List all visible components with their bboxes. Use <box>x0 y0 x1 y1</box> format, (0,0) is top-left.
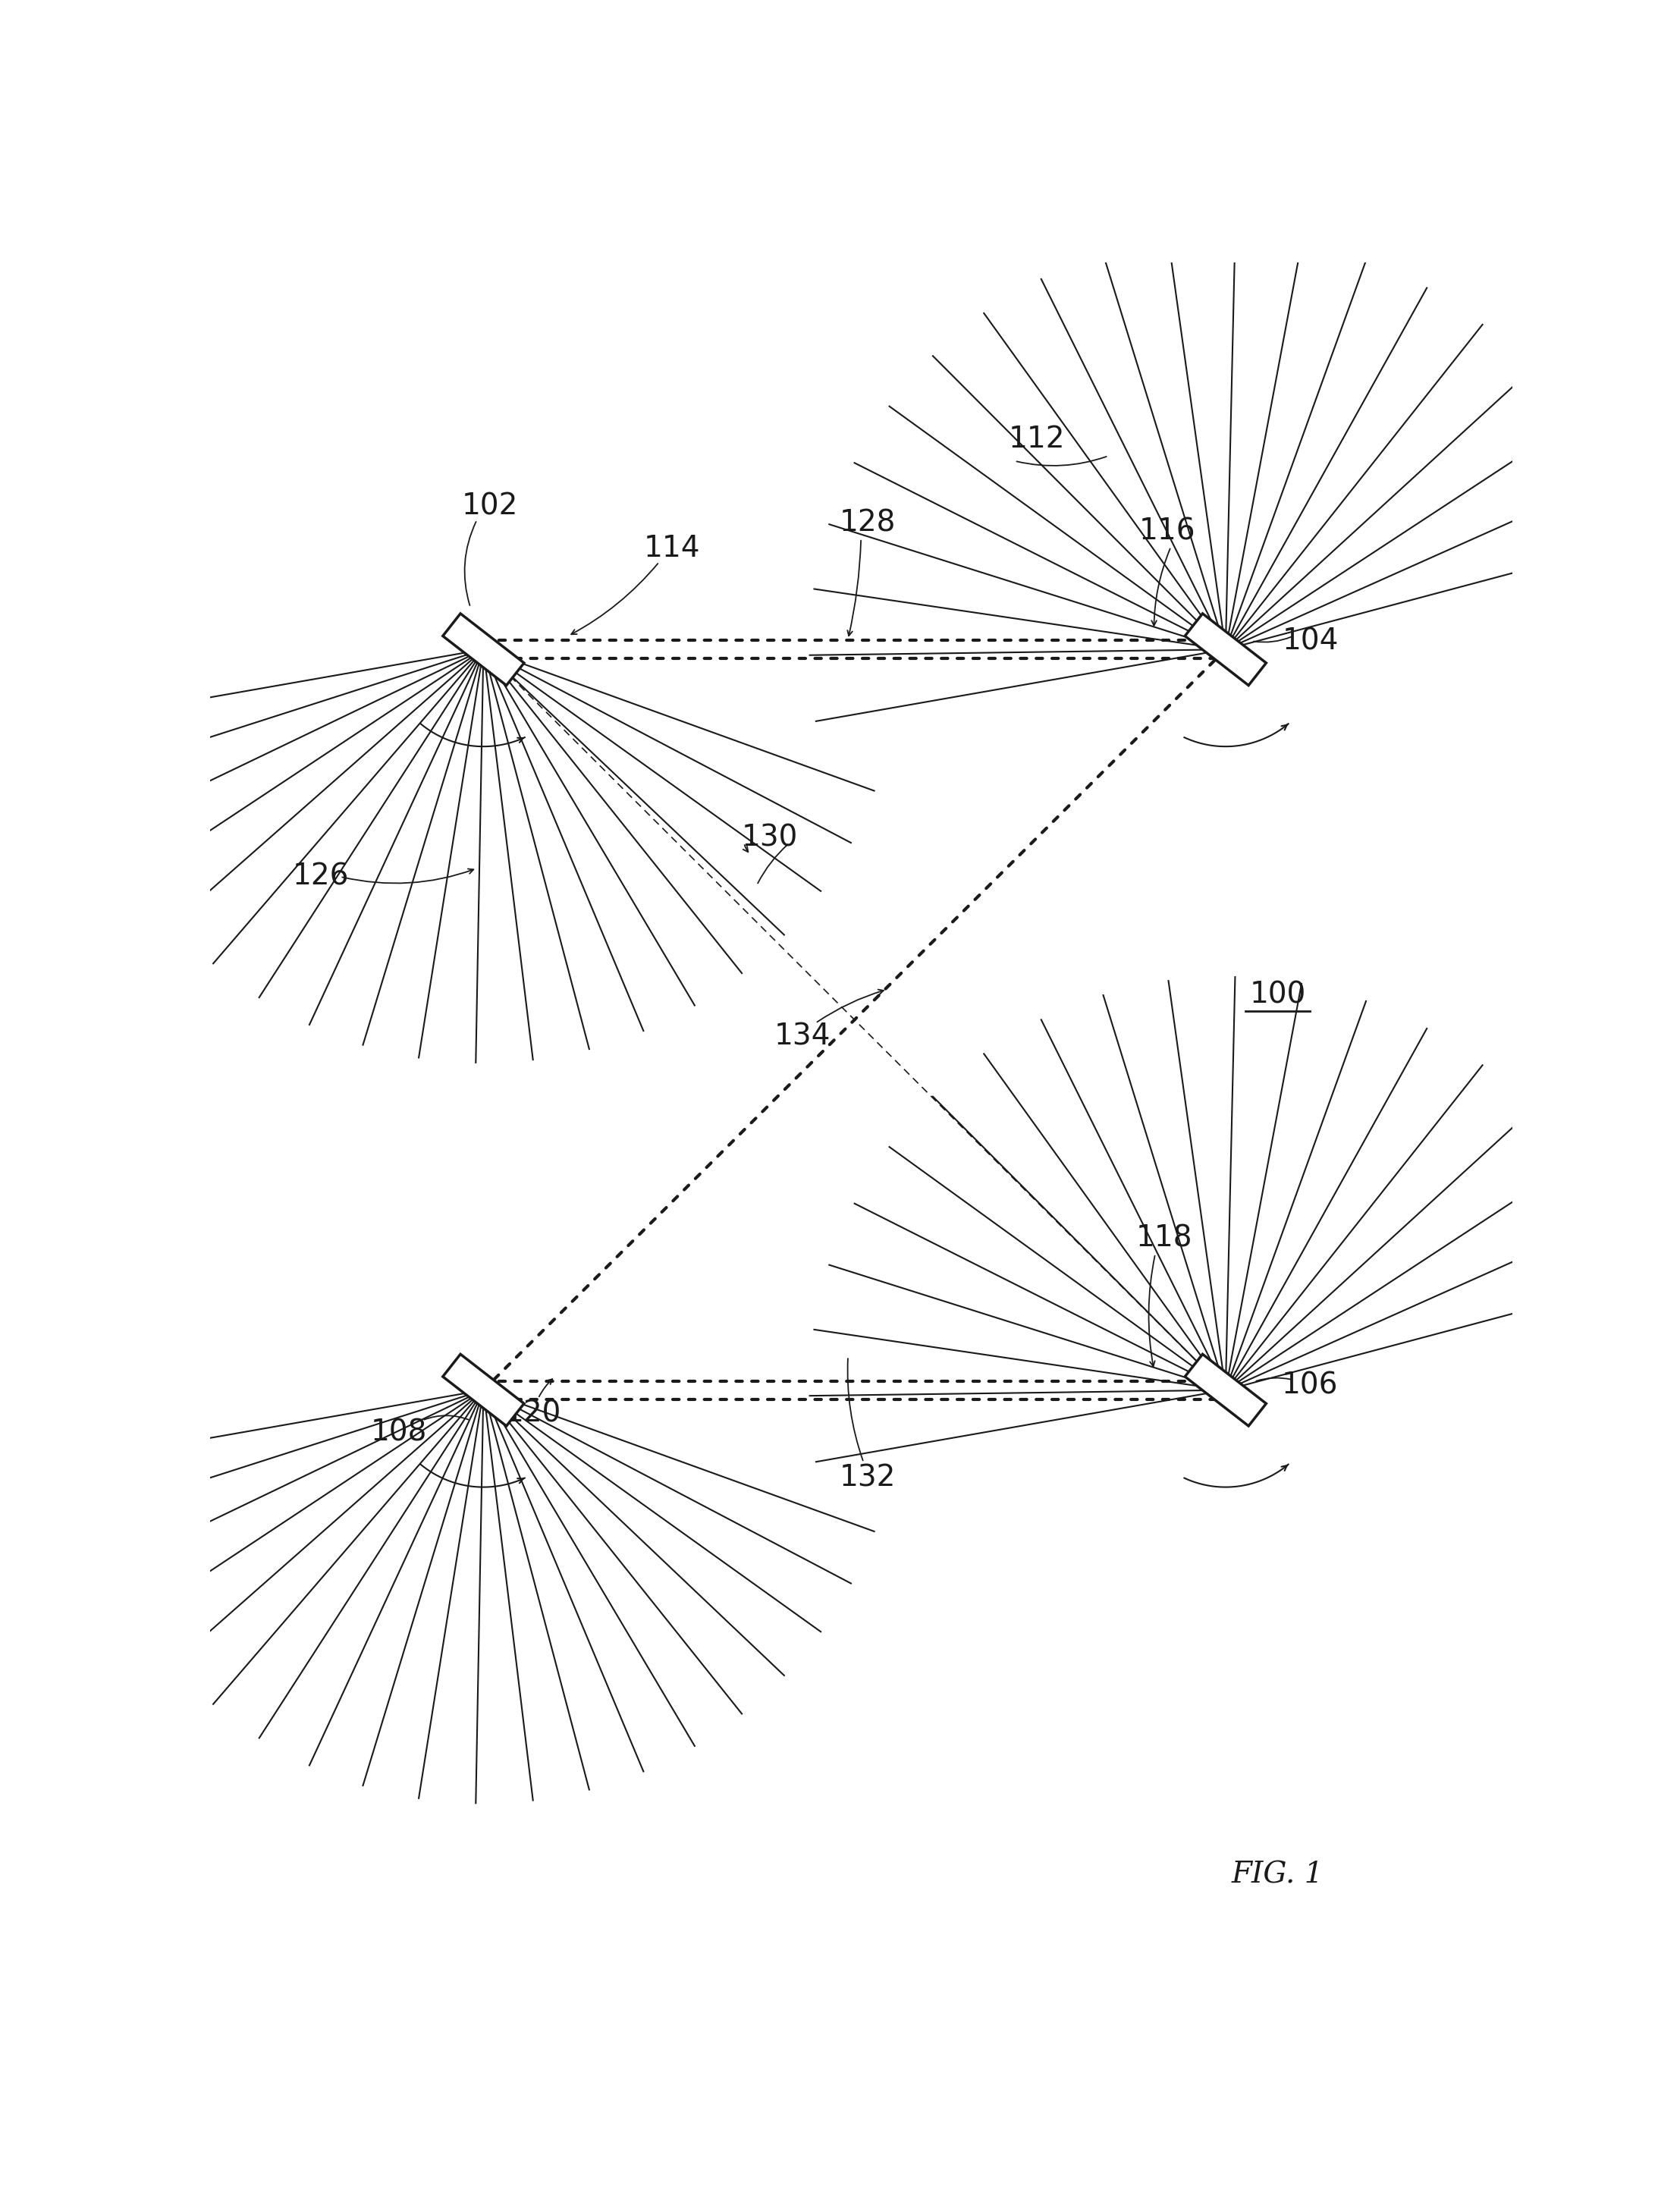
Text: 126: 126 <box>292 861 349 892</box>
Polygon shape <box>1184 1353 1267 1425</box>
Text: 120: 120 <box>504 1399 561 1427</box>
Text: FIG. 1: FIG. 1 <box>1231 1860 1324 1889</box>
Text: 108: 108 <box>371 1419 427 1447</box>
Polygon shape <box>444 614 524 686</box>
Text: 106: 106 <box>1282 1371 1339 1399</box>
Polygon shape <box>1184 614 1267 686</box>
Polygon shape <box>444 1353 524 1425</box>
Text: 102: 102 <box>462 492 517 520</box>
Text: 130: 130 <box>741 824 798 853</box>
Text: 112: 112 <box>1008 424 1065 453</box>
Text: 114: 114 <box>643 533 701 562</box>
Text: 132: 132 <box>840 1462 895 1493</box>
Text: 134: 134 <box>774 1023 830 1051</box>
Text: 128: 128 <box>840 509 895 538</box>
Text: 116: 116 <box>1139 518 1194 546</box>
Text: 118: 118 <box>1136 1224 1193 1253</box>
Text: 104: 104 <box>1282 627 1339 656</box>
Text: 100: 100 <box>1250 979 1305 1010</box>
